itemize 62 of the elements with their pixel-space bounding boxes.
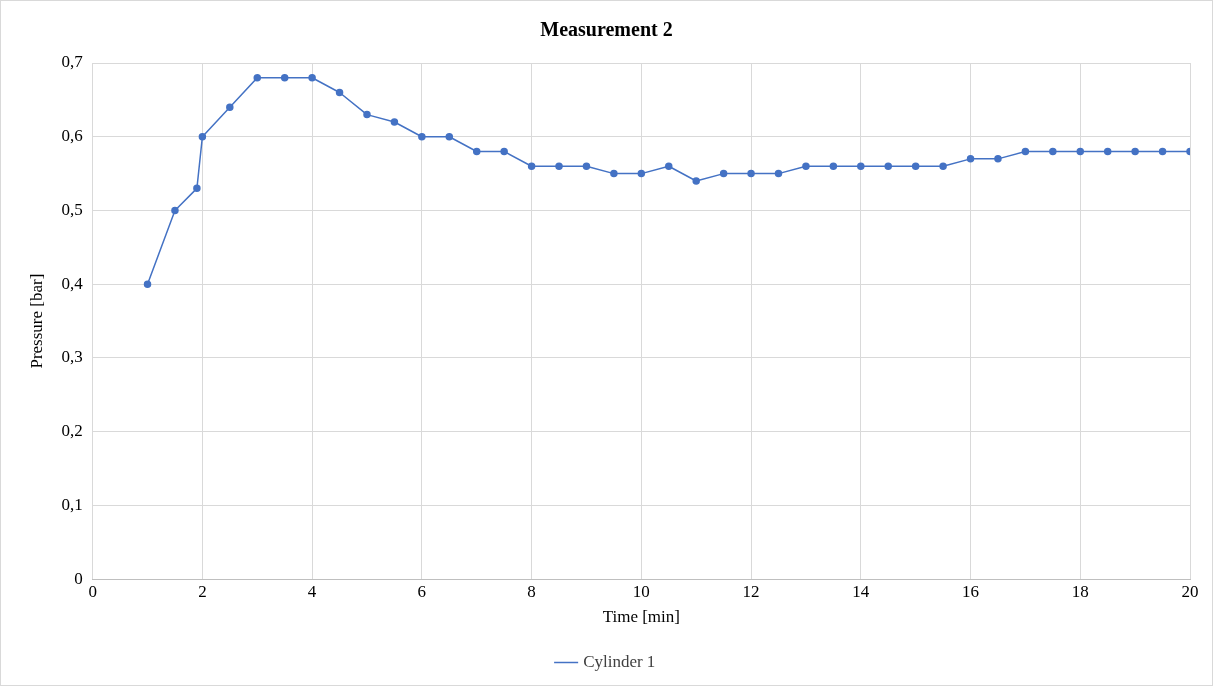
point (665, 162, 673, 170)
y-tick-label: 0,4 (61, 273, 84, 293)
y-tick-label: 0,3 (61, 347, 83, 367)
point (445, 132, 454, 141)
point (143, 280, 152, 288)
point (994, 155, 1002, 163)
point (582, 162, 591, 170)
y-tick-label: 0,6 (61, 126, 83, 146)
legend-label: Cylinder 1 (583, 651, 656, 671)
point (171, 206, 179, 215)
point (802, 162, 810, 170)
point (884, 162, 892, 170)
point (1103, 147, 1112, 156)
point (198, 132, 207, 141)
point (1131, 147, 1139, 156)
x-tick-label: 2 (198, 581, 207, 601)
point (1021, 147, 1030, 156)
x-axis-title: Time [min] (602, 607, 680, 627)
point (719, 169, 728, 178)
point (1076, 147, 1085, 156)
point (500, 147, 508, 156)
point (308, 74, 316, 82)
point (966, 155, 975, 163)
point (226, 103, 234, 111)
x-tick-label: 10 (632, 581, 650, 601)
x-tick-label: 4 (307, 581, 317, 601)
x-tick-label: 12 (742, 581, 760, 601)
point (774, 169, 783, 178)
point (363, 110, 371, 119)
point (390, 118, 399, 126)
point (418, 132, 426, 141)
point (911, 162, 920, 170)
point (472, 147, 481, 156)
point (829, 162, 838, 170)
point (335, 88, 344, 97)
x-tick-label: 16 (962, 581, 980, 601)
x-tick-label: 20 (1181, 581, 1199, 601)
point (527, 162, 536, 170)
point (280, 74, 289, 82)
y-tick-label: 0,2 (61, 421, 83, 441)
point (193, 184, 201, 193)
x-tick-label: 14 (852, 581, 870, 601)
y-axis-title: Pressure [bar] (26, 273, 46, 369)
point (637, 169, 646, 178)
point (857, 162, 865, 170)
point (692, 177, 700, 185)
point (253, 74, 261, 82)
x-tick-label: 8 (527, 581, 536, 601)
point (610, 169, 618, 178)
point (1049, 147, 1057, 156)
x-tick-label: 6 (417, 581, 427, 601)
y-tick-label: 0 (74, 568, 83, 588)
point (939, 162, 947, 170)
y-tick-label: 0,1 (61, 494, 83, 514)
chart-title: Measurement 2 (540, 18, 673, 41)
y-tick-label: 0,5 (61, 199, 83, 219)
x-tick-label: 0 (88, 581, 97, 601)
point (1158, 147, 1167, 156)
y-tick-label: 0,7 (61, 52, 84, 72)
x-tick-label: 18 (1071, 581, 1089, 601)
point (747, 169, 755, 178)
point (555, 162, 563, 170)
